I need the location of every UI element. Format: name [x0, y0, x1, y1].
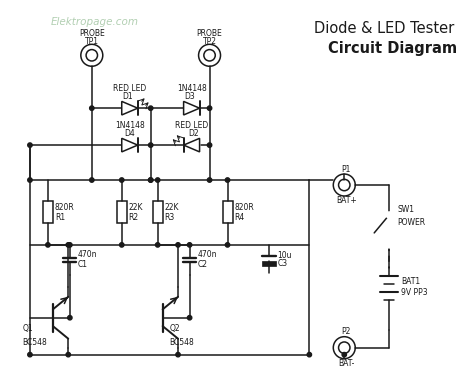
Circle shape — [148, 178, 153, 182]
Polygon shape — [183, 101, 200, 115]
Text: R1: R1 — [55, 213, 65, 222]
Text: Q1: Q1 — [22, 324, 33, 334]
Circle shape — [155, 178, 160, 182]
Text: R2: R2 — [129, 213, 139, 222]
Text: Elektropage.com: Elektropage.com — [51, 17, 139, 27]
Circle shape — [119, 243, 124, 247]
Circle shape — [46, 243, 50, 247]
Text: 820R: 820R — [55, 203, 74, 212]
Text: PROBE: PROBE — [79, 29, 105, 38]
Circle shape — [66, 352, 71, 357]
Text: R4: R4 — [235, 213, 245, 222]
Circle shape — [307, 352, 311, 357]
Text: BAT1: BAT1 — [401, 277, 420, 286]
Circle shape — [148, 143, 153, 147]
Circle shape — [68, 316, 72, 320]
Polygon shape — [122, 101, 138, 115]
Text: 470n: 470n — [198, 250, 217, 259]
Text: Circuit Diagram: Circuit Diagram — [328, 41, 457, 56]
Circle shape — [207, 143, 212, 147]
Circle shape — [342, 352, 346, 357]
Text: D3: D3 — [184, 92, 195, 101]
Circle shape — [119, 178, 124, 182]
Circle shape — [148, 178, 153, 182]
Circle shape — [207, 178, 212, 182]
Circle shape — [28, 143, 32, 147]
Text: 22K: 22K — [129, 203, 143, 212]
Bar — [43, 201, 53, 223]
Circle shape — [176, 352, 180, 357]
Text: BC548: BC548 — [170, 338, 194, 347]
Circle shape — [90, 106, 94, 110]
Text: SW1: SW1 — [397, 205, 414, 214]
Circle shape — [225, 178, 230, 182]
Text: D4: D4 — [124, 129, 135, 137]
Text: 10u: 10u — [277, 251, 292, 260]
Text: 820R: 820R — [235, 203, 254, 212]
Text: C1: C1 — [78, 260, 88, 269]
Bar — [263, 261, 276, 266]
Text: 22K: 22K — [164, 203, 179, 212]
Circle shape — [148, 106, 153, 110]
Text: Diode & LED Tester: Diode & LED Tester — [314, 21, 454, 36]
Text: BAT+: BAT+ — [336, 196, 356, 206]
Text: BC548: BC548 — [22, 338, 47, 347]
Circle shape — [66, 243, 71, 247]
Text: 1N4148: 1N4148 — [177, 84, 207, 93]
Bar — [222, 201, 233, 223]
Text: RED LED: RED LED — [113, 84, 146, 93]
Circle shape — [225, 243, 230, 247]
Circle shape — [90, 178, 94, 182]
Circle shape — [386, 212, 392, 218]
Circle shape — [386, 242, 392, 248]
Circle shape — [155, 243, 160, 247]
Text: 470n: 470n — [78, 250, 97, 259]
Circle shape — [187, 243, 192, 247]
Bar — [117, 201, 127, 223]
Text: D2: D2 — [188, 129, 199, 137]
Circle shape — [28, 352, 32, 357]
Text: Q2: Q2 — [170, 324, 180, 334]
Text: TP1: TP1 — [85, 37, 99, 46]
Text: P1: P1 — [342, 165, 351, 173]
Text: 9V PP3: 9V PP3 — [401, 288, 428, 297]
Text: RED LED: RED LED — [175, 121, 208, 129]
Circle shape — [187, 316, 192, 320]
Text: D1: D1 — [122, 92, 133, 101]
Polygon shape — [122, 138, 138, 152]
Text: POWER: POWER — [397, 218, 425, 228]
Text: C3: C3 — [277, 259, 288, 268]
Circle shape — [207, 106, 212, 110]
Bar — [153, 201, 163, 223]
Circle shape — [176, 243, 180, 247]
Text: C2: C2 — [198, 260, 208, 269]
Circle shape — [28, 178, 32, 182]
Circle shape — [68, 243, 72, 247]
Text: P2: P2 — [342, 327, 351, 336]
Text: R3: R3 — [164, 213, 175, 222]
Text: TP2: TP2 — [202, 37, 217, 46]
Text: PROBE: PROBE — [197, 29, 222, 38]
Text: BAT-: BAT- — [338, 359, 355, 368]
Text: 1N4148: 1N4148 — [115, 121, 145, 129]
Polygon shape — [183, 138, 200, 152]
